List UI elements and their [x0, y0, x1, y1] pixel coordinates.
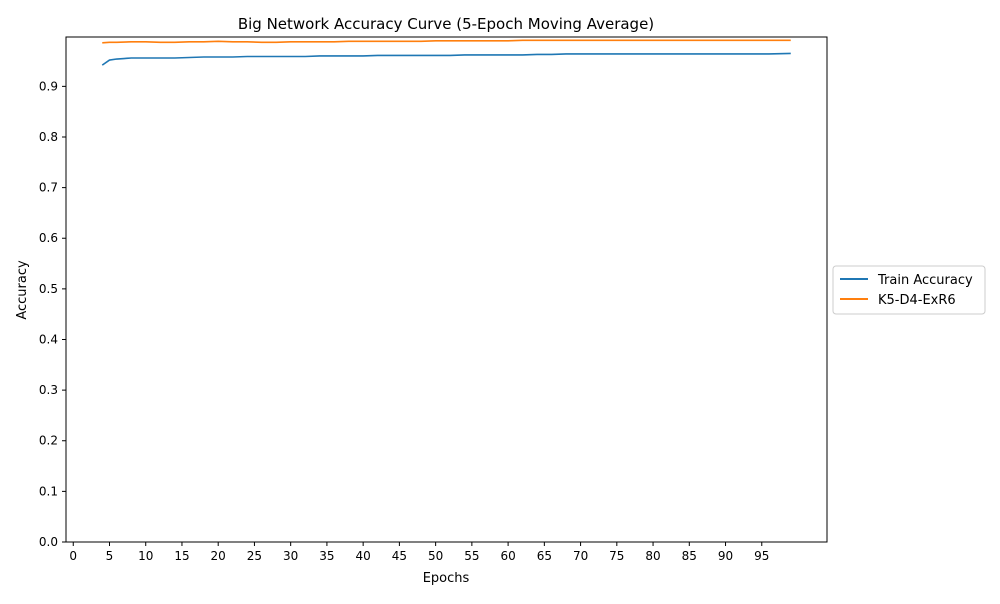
x-tick-label: 90 [718, 549, 733, 563]
y-tick-label: 0.1 [39, 484, 58, 498]
y-tick-label: 0.5 [39, 282, 58, 296]
x-tick-label: 80 [645, 549, 660, 563]
x-tick-label: 75 [609, 549, 624, 563]
y-tick-label: 0.2 [39, 434, 58, 448]
x-tick-label: 55 [464, 549, 479, 563]
x-tick-label: 85 [682, 549, 697, 563]
y-tick-label: 0.4 [39, 332, 58, 346]
x-tick-label: 0 [69, 549, 77, 563]
x-axis-label: Epochs [423, 571, 470, 586]
x-tick-label: 10 [138, 549, 153, 563]
x-tick-label: 65 [537, 549, 552, 563]
series-line-train-accuracy [101, 52, 791, 66]
y-tick-label: 0.9 [39, 79, 58, 93]
chart-title: Big Network Accuracy Curve (5-Epoch Movi… [238, 15, 654, 33]
axes-frame [65, 36, 828, 543]
x-tick-label: 5 [106, 549, 114, 563]
y-tick-label: 0.6 [39, 231, 58, 245]
legend-label-train-accuracy: Train Accuracy [877, 273, 973, 288]
x-tick-label: 95 [754, 549, 769, 563]
x-tick-label: 40 [356, 549, 371, 563]
x-tick-label: 60 [500, 549, 515, 563]
plot-area: 0 5 10 15 20 25 30 35 40 45 50 55 60 65 70 75 80 85 90 95 0.… [39, 36, 828, 563]
x-tick-label: 70 [573, 549, 588, 563]
y-tick-label: 0.8 [39, 130, 58, 144]
x-tick-label: 50 [428, 549, 443, 563]
x-tick-label: 15 [174, 549, 189, 563]
x-tick-label: 35 [319, 549, 334, 563]
y-tick-label: 0.0 [39, 535, 58, 549]
x-tick-label: 25 [247, 549, 262, 563]
y-tick-label: 0.3 [39, 383, 58, 397]
y-axis-label: Accuracy [15, 260, 30, 320]
x-tick-label: 45 [392, 549, 407, 563]
legend-frame [832, 265, 986, 315]
legend-label-k5-d4-exr6: K5-D4-ExR6 [878, 293, 956, 308]
series-line-k5-d4-exr6 [102, 39, 791, 44]
y-tick-label: 0.7 [39, 181, 58, 195]
x-tick-label: 30 [283, 549, 298, 563]
legend: Train Accuracy K5-D4-ExR6 [832, 265, 986, 315]
x-tick-label: 20 [211, 549, 226, 563]
